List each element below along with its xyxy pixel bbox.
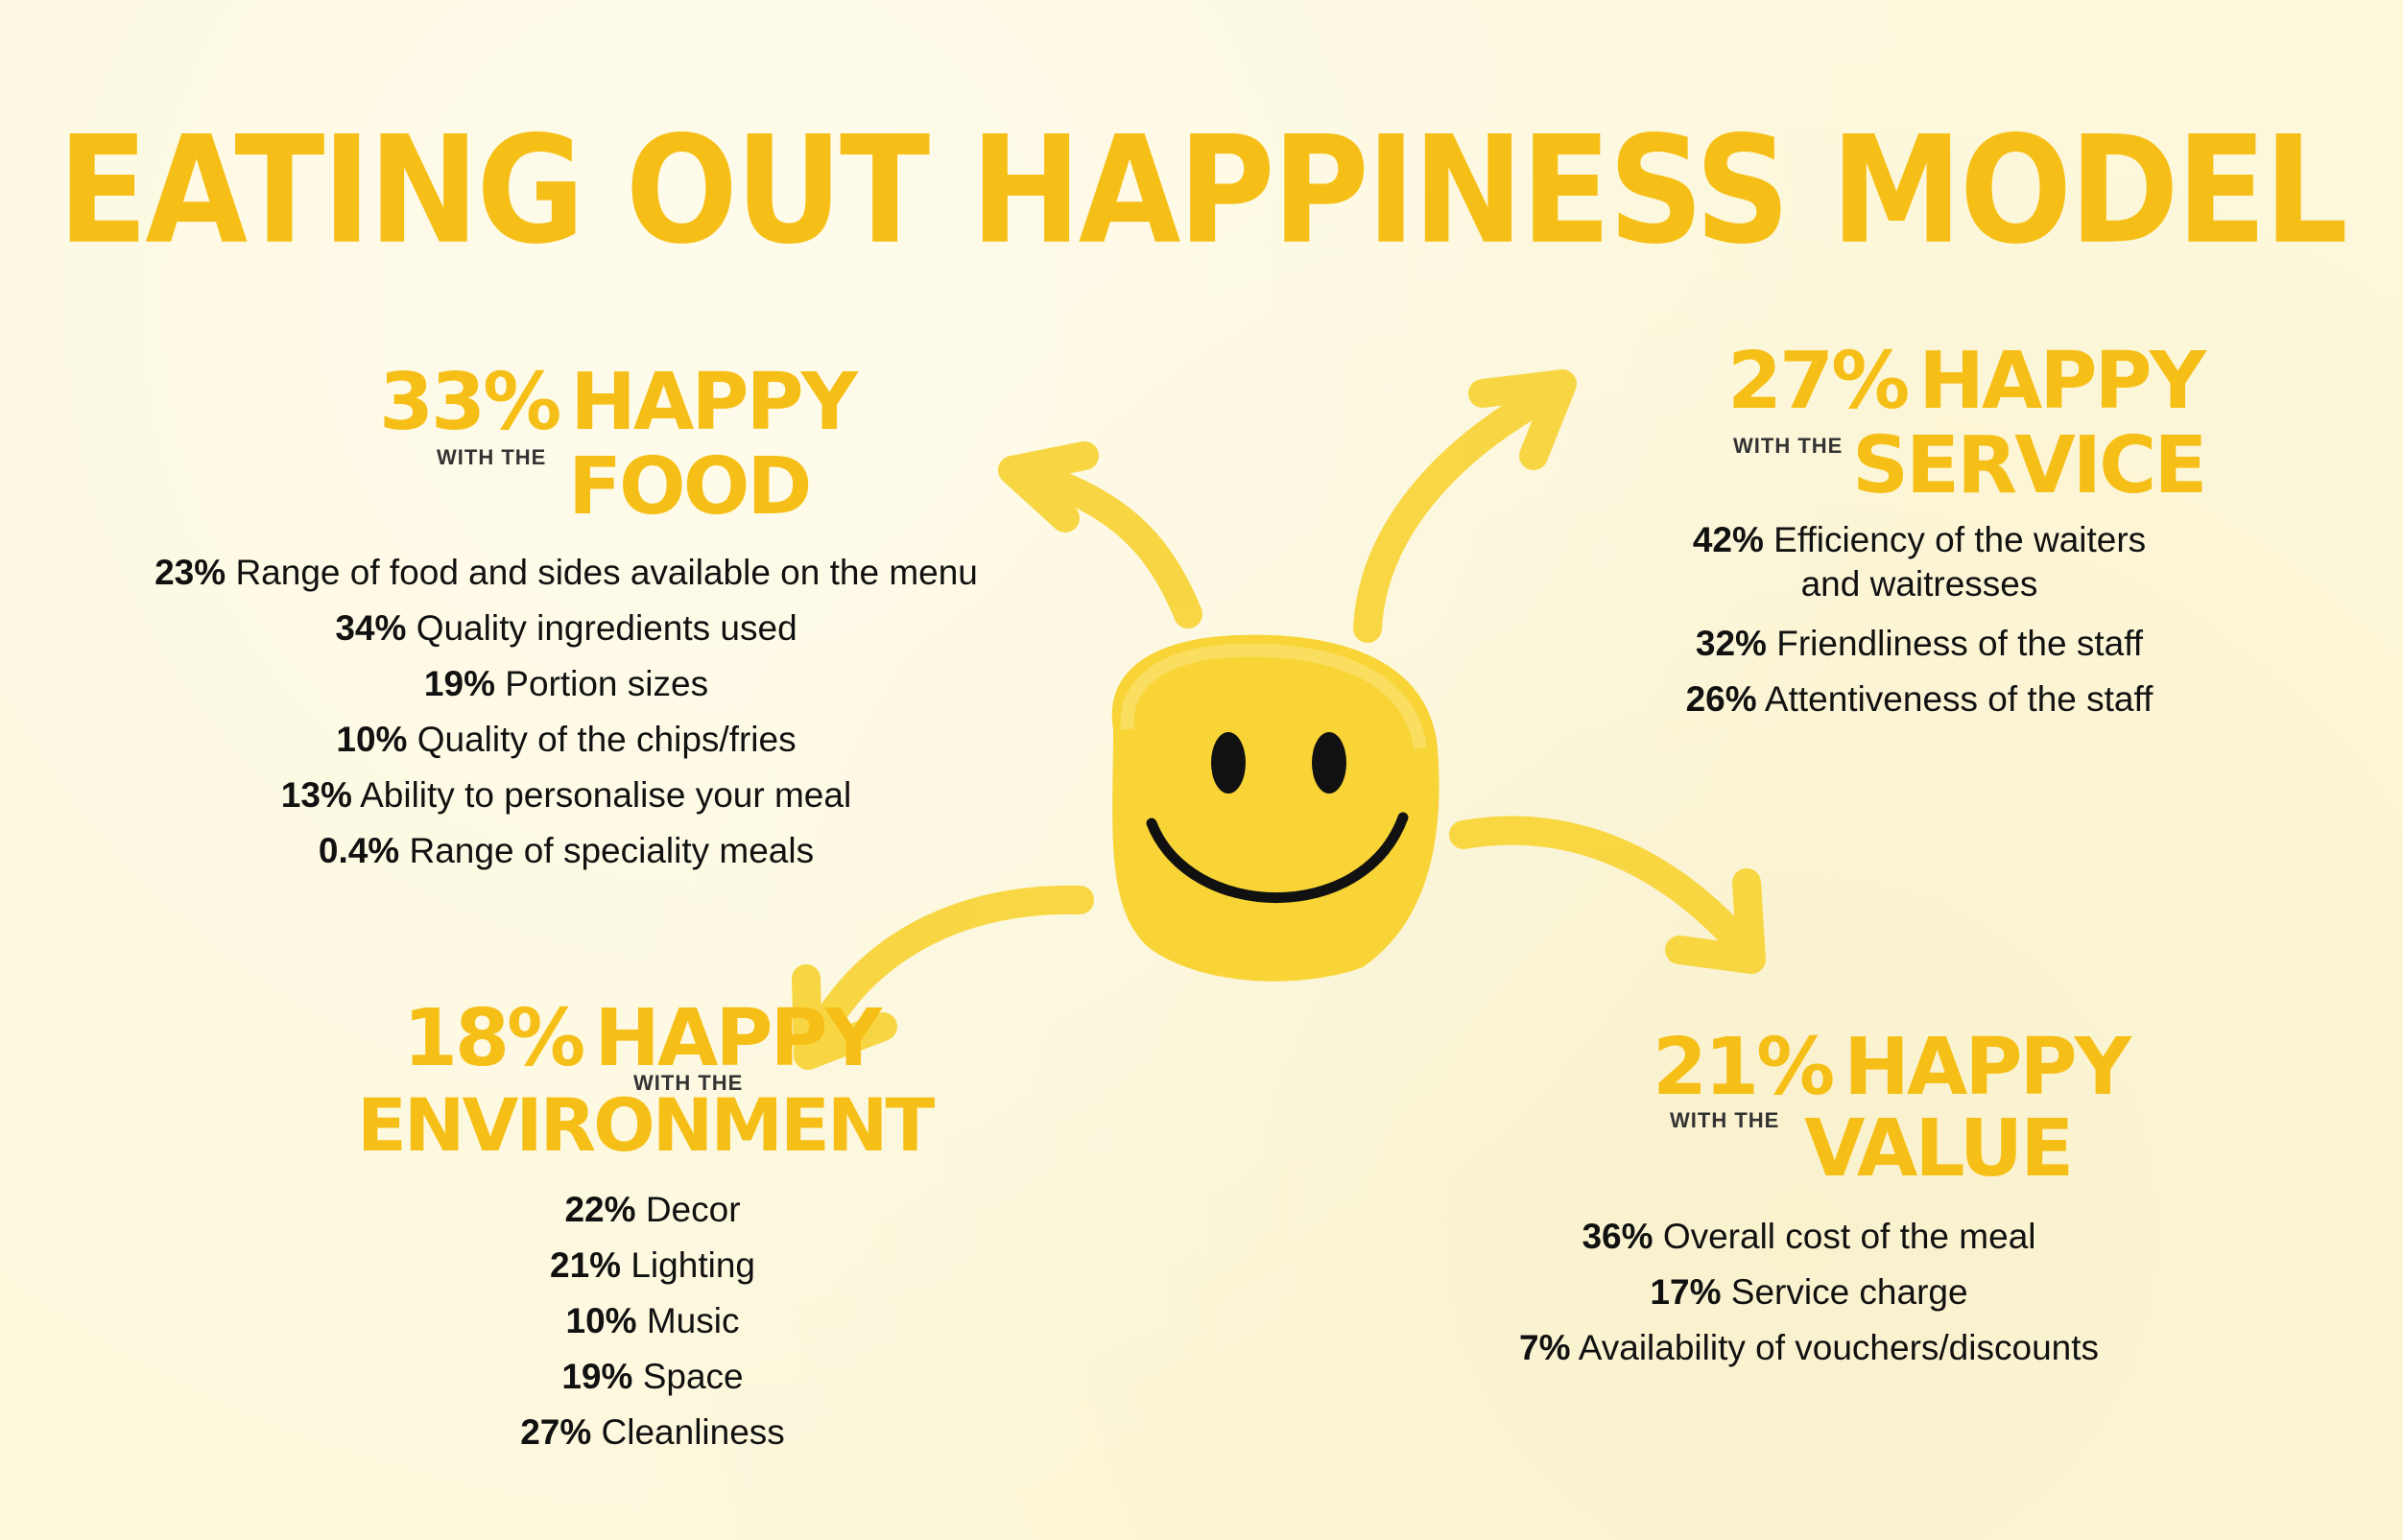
value-list: 36% Overall cost of the meal 17% Service… <box>1468 1209 2150 1376</box>
environment-list: 22% Decor 21% Lighting 10% Music 19% Spa… <box>470 1182 835 1460</box>
service-happy-heading: 27% HAPPY <box>1727 336 2206 427</box>
food-with-the: WITH THE <box>437 445 547 469</box>
value-happy-heading: 21% HAPPY <box>1653 1022 2131 1113</box>
list-item: 26% Attentiveness of the staff <box>1685 679 2153 719</box>
environment-happy-heading: 18% HAPPY <box>403 993 882 1084</box>
smiley-face-icon <box>1111 634 1439 982</box>
list-item: 17% Service charge <box>1650 1272 1968 1312</box>
list-item: 10% Music <box>565 1301 740 1340</box>
environment-with-the: WITH THE <box>633 1071 744 1095</box>
list-item: 10% Quality of the chips/fries <box>336 720 797 759</box>
arrow-to-food <box>998 441 1202 628</box>
value-happy-word: HAPPY <box>1844 1022 2131 1113</box>
environment-category: ENVIRONMENT <box>357 1082 935 1168</box>
left-eye <box>1211 732 1246 794</box>
list-item: 27% Cleanliness <box>520 1412 785 1452</box>
service-category: SERVICE <box>1852 420 2207 511</box>
service-percent: 27% <box>1727 336 1910 427</box>
page-title: EATING OUT HAPPINESS MODEL <box>58 104 2348 277</box>
list-item: 32% Friendliness of the staff <box>1695 624 2144 663</box>
service-with-the: WITH THE <box>1733 434 1844 458</box>
right-eye <box>1312 732 1346 794</box>
food-list: 23% Range of food and sides available on… <box>115 545 1017 879</box>
service-list: 42% Efficiency of the waiters and waitre… <box>1622 518 2217 727</box>
arrow-to-service <box>1353 369 1577 643</box>
list-item: 19% Portion sizes <box>423 664 709 703</box>
environment-percent: 18% <box>403 993 585 1084</box>
list-item: 36% Overall cost of the meal <box>1582 1217 2036 1256</box>
list-item: 21% Lighting <box>550 1245 755 1285</box>
service-happy-word: HAPPY <box>1918 336 2206 427</box>
food-happy-heading: 33% HAPPY <box>379 357 858 448</box>
value-percent: 21% <box>1653 1022 1835 1113</box>
list-item: 7% Availability of vouchers/discounts <box>1519 1328 2099 1367</box>
list-item: 13% Ability to personalise your meal <box>280 775 852 815</box>
environment-happy-word: HAPPY <box>594 993 882 1084</box>
list-item-continuation: and waitresses <box>1800 564 2038 604</box>
list-item: 22% Decor <box>564 1190 741 1229</box>
food-happy-word: HAPPY <box>570 357 858 448</box>
arrow-to-environment <box>792 885 1094 1070</box>
smile-mouth <box>1146 812 1409 903</box>
value-with-the: WITH THE <box>1670 1108 1780 1132</box>
list-item: 19% Space <box>561 1357 744 1396</box>
food-percent: 33% <box>379 357 561 448</box>
arrow-to-value <box>1449 816 1766 974</box>
value-category: VALUE <box>1804 1103 2074 1195</box>
list-item: 23% Range of food and sides available on… <box>155 553 978 592</box>
food-category: FOOD <box>568 441 812 533</box>
list-item: 42% Efficiency of the waiters <box>1692 520 2147 559</box>
list-item: 0.4% Range of speciality meals <box>318 831 815 870</box>
list-item: 34% Quality ingredients used <box>335 608 797 648</box>
